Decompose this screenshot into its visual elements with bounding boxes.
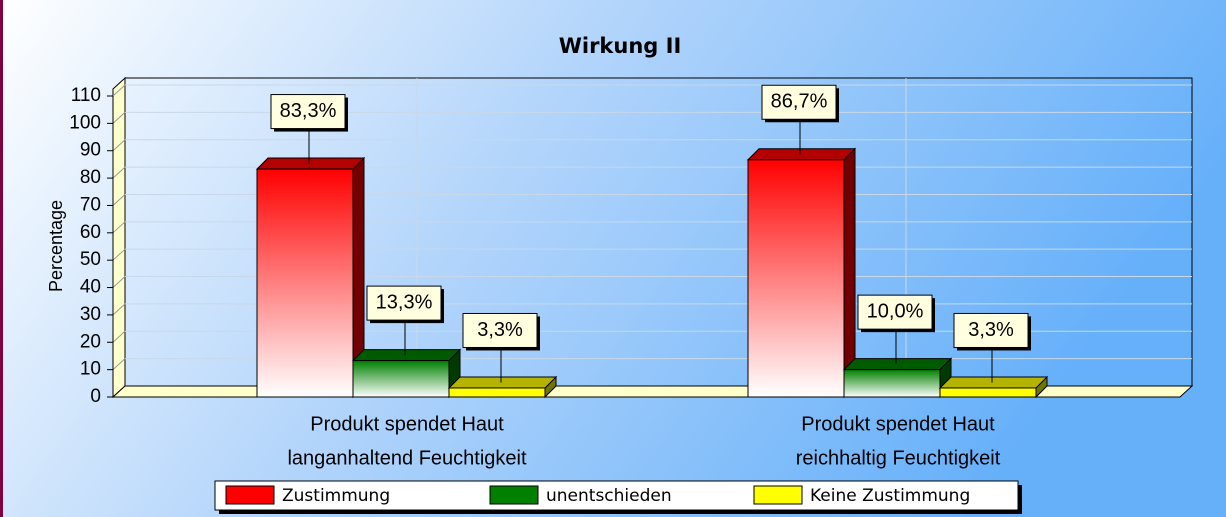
y-tick-label: 90 [80, 140, 101, 161]
y-axis-label: Percentage [46, 200, 66, 292]
bar [939, 387, 1037, 398]
bar-top [746, 148, 857, 161]
grid-line [112, 276, 126, 288]
y-tick-label: 100 [69, 112, 101, 133]
label-box [270, 94, 346, 130]
bar [352, 360, 450, 398]
y-tick-label: 10 [80, 359, 101, 380]
label-box [857, 294, 933, 330]
bar-top [447, 376, 558, 389]
y-tick-label: 70 [80, 194, 101, 215]
label-box [953, 312, 1029, 348]
left-wall [112, 76, 126, 399]
legend-swatch [225, 485, 275, 505]
legend [214, 480, 1019, 511]
bar [747, 159, 845, 398]
legend-swatch [489, 485, 539, 505]
bar-top [842, 358, 953, 371]
data-label: 13,3% [376, 291, 433, 313]
grid-line [112, 111, 126, 124]
y-tick-label: 20 [80, 331, 101, 352]
grid-line [112, 330, 126, 343]
label-box [761, 84, 837, 120]
y-tick-label: 80 [80, 167, 101, 188]
chart-title: Wirkung II [559, 34, 682, 58]
legend-swatch [753, 485, 803, 505]
x-tick-label: langanhaltend Feuchtigkeit [287, 447, 527, 469]
grid-line [112, 221, 126, 234]
legend-label: Keine Zustimmung [810, 486, 970, 506]
grid-line [112, 248, 126, 261]
bar-top [938, 376, 1049, 389]
data-label: 83,3% [280, 100, 337, 122]
y-tick-label: 0 [90, 386, 101, 407]
x-tick-label: Produkt spendet Haut [801, 413, 995, 435]
x-tick-label: reichhaltig Feuchtigkeit [796, 447, 1001, 469]
label-box [462, 312, 538, 348]
grid-line [112, 139, 126, 152]
y-tick-label: 110 [71, 85, 101, 106]
legend-label: unentschieden [546, 486, 672, 506]
grid-line [112, 84, 126, 97]
grid-line [112, 166, 126, 179]
grid-line [112, 358, 126, 371]
bar-top [255, 157, 366, 170]
bar [448, 387, 546, 398]
bar [256, 168, 354, 398]
left-edge [0, 0, 3, 517]
y-tick-label: 50 [80, 249, 101, 270]
y-tick-label: 30 [80, 304, 101, 325]
bar [843, 369, 941, 398]
grid-line [112, 194, 126, 206]
x-tick-label: Produkt spendet Haut [310, 413, 504, 435]
data-label: 10,0% [867, 300, 924, 322]
grid-line [112, 303, 126, 316]
y-tick-label: 60 [80, 222, 101, 243]
data-label: 86,7% [771, 91, 828, 113]
label-box [366, 285, 442, 321]
y-tick-label: 40 [80, 277, 101, 298]
data-label: 3,3% [477, 319, 523, 341]
legend-label: Zustimmung [282, 486, 390, 506]
data-label: 3,3% [968, 319, 1014, 341]
bar-top [351, 349, 462, 362]
